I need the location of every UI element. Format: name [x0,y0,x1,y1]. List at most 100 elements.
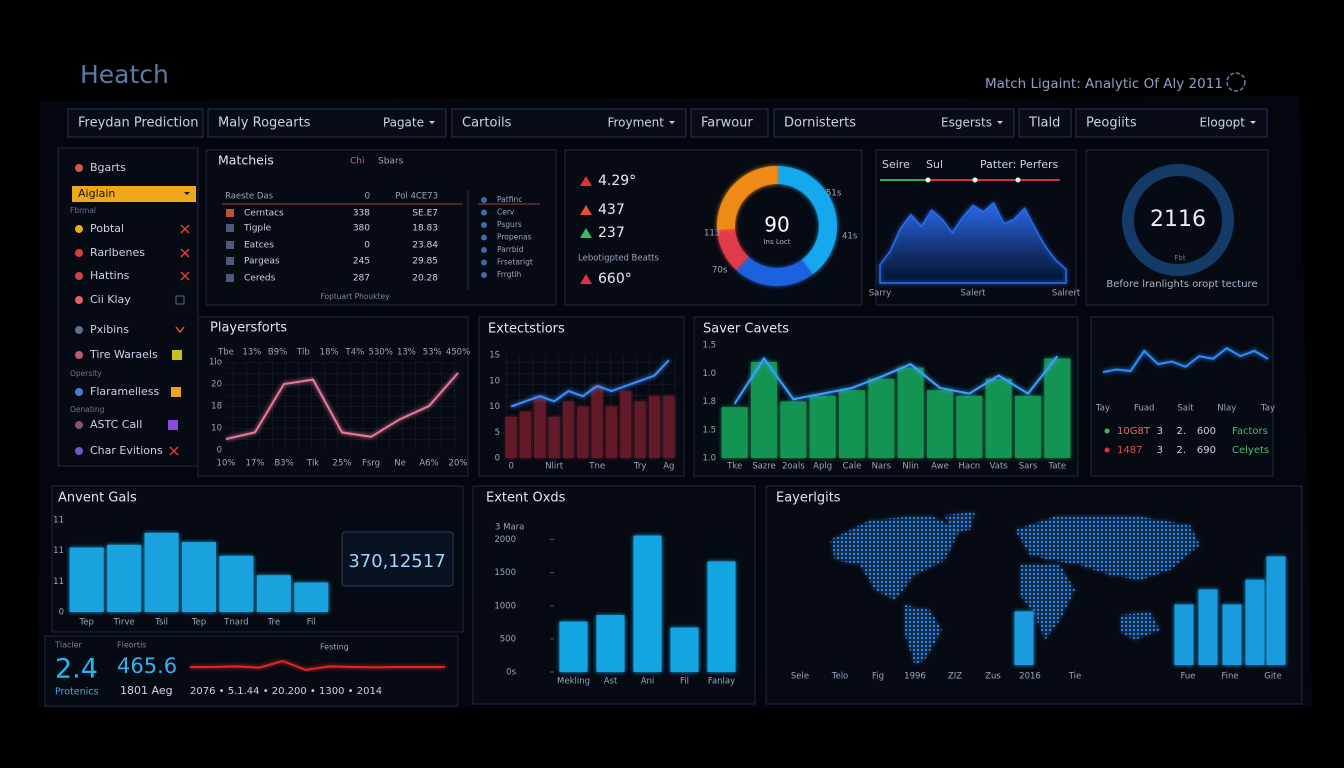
table-cell: Eatces [244,241,274,251]
toolbar-label: Cartoils [462,116,512,131]
table-cell: 380 [353,224,370,234]
bar [591,385,603,458]
x-axis-label: 0 [508,462,513,472]
x-axis-label: Fil [680,677,689,687]
sidebar-item: Tire Waraels [89,348,158,361]
legend-cell: Celyets [1232,445,1269,456]
list-icon [481,247,487,253]
stat-icon [580,176,592,186]
panel-title: Matcheis [218,153,274,168]
tab[interactable] [207,108,447,138]
y-axis-label: 0 [59,608,64,618]
stat-value: 437 [598,202,625,218]
icon [175,295,185,305]
toolbar-label: Peogiits [1086,116,1137,131]
y-axis-label: 11 [53,516,64,526]
x-axis-label: Cale [843,462,862,472]
kpi-label: Protenics [55,687,99,698]
table-cell: Cerntacs [244,209,284,219]
table-cell: 18.83 [412,224,438,234]
legend-dot [972,177,978,183]
x-axis-label: Fsrg [362,459,380,469]
tab[interactable] [773,108,1015,138]
bar [69,547,104,612]
list-item: Parrbid [497,245,524,254]
table-cell: Pargeas [244,257,280,267]
kpi-footer: 2076 • 5.1.44 • 20.200 • 1300 • 2014 [190,686,382,697]
dropdown-arrow [184,192,190,195]
list-icon [481,222,487,228]
sidebar-icon [75,351,83,359]
dropdown-arrow [669,121,675,124]
y-axis-label: 10 [489,402,500,412]
y-axis-label: 11 [53,546,64,556]
x-axis-label: Tirve [113,618,135,628]
sidebar-item: Pobtal [90,222,124,235]
continent [905,605,942,665]
x-axis-label: Sait [1177,404,1194,414]
sidebar-item: Rarlbenes [90,246,145,259]
legend-cell: 10G8T [1117,426,1151,437]
bar [1266,556,1286,665]
x-axis-label: Nlirt [545,462,564,472]
ring-caption: Before lranlights oropt tecture [1106,279,1257,290]
chart-title: Extectstiors [488,322,565,337]
tab[interactable] [690,108,769,138]
icon [168,420,178,430]
x-axis-label: 20% [449,459,468,469]
continent [945,512,975,532]
x-axis-label: Zus [985,672,1001,682]
tab[interactable] [451,108,687,138]
bar [634,401,646,458]
y-axis-label: 1S [489,351,500,361]
table-cell: 338 [353,209,370,219]
table-cell: 20.28 [412,274,438,284]
x-axis-label: A6% [419,459,438,469]
close-icon[interactable] [169,224,190,456]
ring-sublabel: Fbt [1174,254,1185,262]
sidebar-item: Bgarts [90,161,126,174]
bar [707,561,736,672]
donut-segment [735,256,813,286]
y-tick-label: 2000 [494,535,516,545]
toolbar-menu: Elogopt [1199,116,1245,130]
bar [1044,358,1071,458]
page-title: Heatch [80,60,169,89]
donut-segment [717,166,777,230]
tab[interactable] [1075,108,1268,138]
bar [670,627,699,672]
row-icon [226,209,234,217]
panel [205,149,557,306]
x-axis-label: Salrert [1052,289,1081,299]
settings-icon[interactable] [1226,72,1246,92]
y-axis-label: 1.0 [702,454,716,464]
column-header: Raeste Das [225,192,274,202]
sidebar-caption: Fbrmal [70,206,96,215]
sidebar-icon [75,272,83,280]
y-tick-label: 1500 [494,568,516,578]
list-icon [481,272,487,278]
chart-title: Anvent Gals [58,491,137,506]
callout-value: 370,12517 [348,551,445,572]
bar [956,395,983,458]
bar [219,555,254,612]
top-label: 13% [242,348,261,358]
tab[interactable] [1018,108,1072,138]
bar [559,621,588,672]
chevron-icon [175,326,185,334]
toolbar-label: Freydan Prediction [78,116,198,131]
tab[interactable] [67,108,204,138]
bar [780,401,807,458]
grid-background [504,355,676,458]
list-item: Cerv [497,208,515,217]
donut-label: 51s [826,189,842,199]
y-axis-label: 0 [217,446,222,456]
top-label: Tlb [296,348,310,358]
x-axis-label: Nars [872,462,892,472]
ring-value: 2116 [1150,207,1206,232]
bar [809,395,836,458]
x-axis-label: Ani [641,677,655,687]
continent [1120,612,1160,640]
x-axis-label: Sele [791,672,809,682]
top-label: 13% [397,348,416,358]
